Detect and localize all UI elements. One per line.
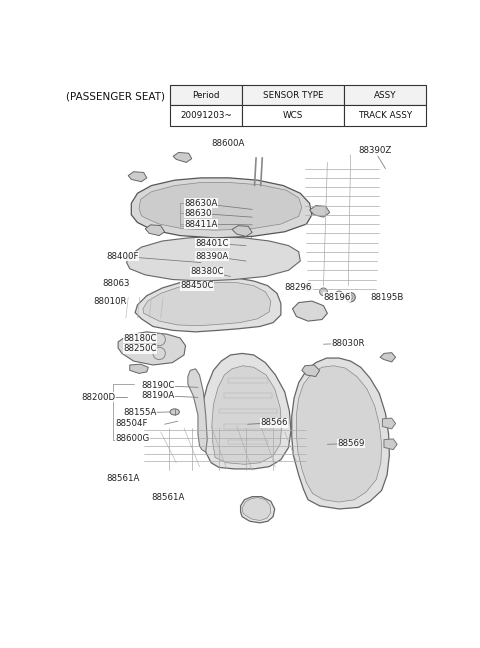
Ellipse shape	[320, 288, 327, 295]
Text: 88561A: 88561A	[107, 474, 140, 483]
Polygon shape	[384, 439, 397, 450]
Polygon shape	[188, 369, 207, 452]
Bar	[344, 86, 426, 106]
Text: 88010R: 88010R	[93, 297, 127, 306]
Polygon shape	[302, 365, 320, 376]
Text: 88569: 88569	[337, 439, 365, 448]
Polygon shape	[380, 353, 396, 362]
Text: 88296: 88296	[285, 283, 312, 292]
Bar	[170, 106, 241, 126]
Ellipse shape	[259, 185, 264, 191]
Ellipse shape	[346, 293, 355, 302]
Text: 88180C: 88180C	[123, 334, 157, 343]
Text: WCS: WCS	[283, 111, 303, 120]
Text: 88411A: 88411A	[184, 220, 217, 229]
Text: 88450C: 88450C	[180, 281, 214, 290]
Polygon shape	[292, 301, 327, 321]
Polygon shape	[118, 332, 186, 365]
Text: 88030R: 88030R	[331, 339, 365, 348]
Polygon shape	[240, 496, 275, 523]
Text: 88196: 88196	[324, 293, 351, 302]
Polygon shape	[202, 353, 291, 469]
Text: 88063: 88063	[103, 279, 130, 288]
Text: 88190C: 88190C	[142, 381, 175, 390]
Polygon shape	[292, 358, 389, 509]
Text: TRACK ASSY: TRACK ASSY	[358, 111, 412, 120]
Polygon shape	[139, 183, 302, 230]
Polygon shape	[143, 283, 271, 326]
Polygon shape	[127, 237, 300, 281]
Text: 88630A: 88630A	[184, 199, 217, 208]
Text: 88190A: 88190A	[142, 391, 175, 400]
Text: Period: Period	[192, 91, 220, 100]
Text: 88200D: 88200D	[82, 393, 116, 402]
Polygon shape	[212, 365, 282, 465]
Polygon shape	[296, 365, 382, 502]
Text: 88390A: 88390A	[196, 252, 229, 261]
Bar	[170, 86, 241, 106]
Text: 88155A: 88155A	[123, 408, 157, 417]
Text: ASSY: ASSY	[373, 91, 396, 100]
Text: 88380C: 88380C	[190, 268, 224, 276]
Text: 88600A: 88600A	[211, 139, 244, 148]
Bar	[241, 106, 344, 126]
Ellipse shape	[335, 291, 343, 299]
Ellipse shape	[253, 185, 258, 191]
Polygon shape	[132, 178, 312, 238]
Text: 88566: 88566	[260, 418, 288, 427]
Text: (PASSENGER SEAT): (PASSENGER SEAT)	[66, 91, 165, 102]
Text: 88630: 88630	[184, 209, 212, 218]
Polygon shape	[135, 278, 281, 332]
Polygon shape	[232, 226, 252, 237]
Polygon shape	[242, 498, 271, 520]
Polygon shape	[145, 225, 165, 236]
Polygon shape	[173, 152, 192, 163]
Ellipse shape	[304, 283, 312, 291]
Text: 88401C: 88401C	[196, 239, 229, 248]
Text: 88195B: 88195B	[370, 293, 403, 302]
Polygon shape	[130, 364, 148, 373]
Polygon shape	[383, 418, 396, 429]
Text: SENSOR TYPE: SENSOR TYPE	[263, 91, 323, 100]
Text: 88400F: 88400F	[107, 252, 139, 261]
Polygon shape	[128, 172, 147, 181]
Text: 88561A: 88561A	[152, 493, 185, 502]
Bar	[344, 106, 426, 126]
Text: 88600G: 88600G	[116, 434, 150, 443]
Text: 88504F: 88504F	[116, 419, 148, 428]
Text: 88250C: 88250C	[123, 344, 157, 353]
Bar	[241, 86, 344, 106]
Text: 20091203~: 20091203~	[180, 111, 232, 120]
Polygon shape	[310, 205, 330, 217]
Ellipse shape	[170, 409, 180, 415]
Text: 88390Z: 88390Z	[359, 146, 392, 156]
